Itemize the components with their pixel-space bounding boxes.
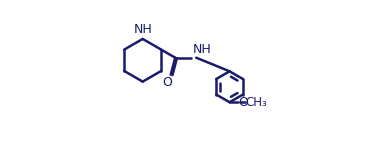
Text: NH: NH xyxy=(192,43,211,56)
Text: NH: NH xyxy=(134,23,152,36)
Text: O: O xyxy=(163,76,173,89)
Text: CH₃: CH₃ xyxy=(245,96,267,109)
Text: O: O xyxy=(238,96,248,109)
